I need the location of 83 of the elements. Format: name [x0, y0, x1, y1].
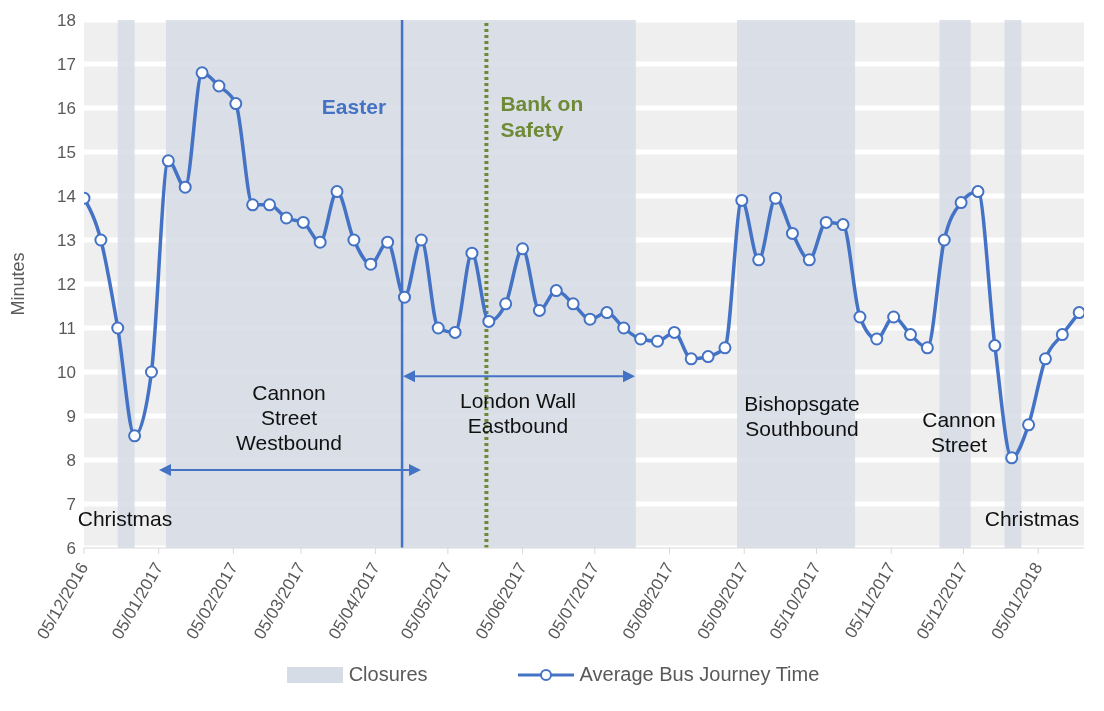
y-tick-label: 14	[57, 187, 76, 207]
point	[684, 352, 698, 366]
point	[971, 185, 985, 199]
point	[1072, 306, 1084, 320]
y-tick-label: 15	[57, 143, 76, 163]
point	[937, 233, 951, 247]
point	[431, 321, 445, 335]
point	[785, 226, 799, 240]
point	[144, 365, 158, 379]
annotation: Cannon Street Westbound	[236, 380, 342, 454]
point	[752, 253, 766, 267]
y-tick-label: 18	[57, 11, 76, 31]
point	[364, 257, 378, 271]
point	[111, 321, 125, 335]
point	[246, 198, 260, 212]
point	[1022, 418, 1036, 432]
y-tick-label: 13	[57, 231, 76, 251]
y-tick-label: 8	[66, 451, 76, 471]
point	[347, 233, 361, 247]
point	[465, 246, 479, 260]
y-tick-label: 16	[57, 99, 76, 119]
point	[988, 339, 1002, 353]
y-axis-title: Minutes	[8, 252, 29, 316]
annotation: Christmas	[77, 506, 173, 530]
point	[263, 198, 277, 212]
point	[161, 154, 175, 168]
point	[128, 429, 142, 443]
point	[482, 314, 496, 328]
point	[397, 290, 411, 304]
point	[330, 185, 344, 199]
point	[853, 310, 867, 324]
annotation: Bishopsgate Southbound	[744, 391, 860, 440]
point	[381, 235, 395, 249]
point	[617, 321, 631, 335]
point	[836, 218, 850, 232]
point	[600, 306, 614, 320]
point	[583, 312, 597, 326]
point	[735, 193, 749, 207]
point	[516, 242, 530, 256]
point	[313, 235, 327, 249]
point	[279, 211, 293, 225]
point	[1055, 328, 1069, 342]
y-tick-label: 7	[66, 495, 76, 515]
point	[870, 332, 884, 346]
point	[718, 341, 732, 355]
point	[802, 253, 816, 267]
point	[634, 332, 648, 346]
point	[178, 180, 192, 194]
y-tick-label: 12	[57, 275, 76, 295]
point	[819, 215, 833, 229]
point	[532, 303, 546, 317]
point	[701, 350, 715, 364]
point	[195, 66, 209, 80]
point	[212, 79, 226, 93]
point	[769, 191, 783, 205]
point	[499, 297, 513, 311]
annotation: Christmas	[984, 506, 1080, 530]
point	[1005, 451, 1019, 465]
y-tick-label: 11	[58, 319, 76, 339]
point	[566, 297, 580, 311]
point	[920, 341, 934, 355]
annotation: Cannon Street	[922, 407, 996, 456]
point	[296, 215, 310, 229]
ref-line-label: Bank on Safety	[500, 91, 584, 141]
point	[549, 284, 563, 298]
point	[1038, 352, 1052, 366]
y-tick-label: 17	[57, 55, 76, 75]
y-tick-label: 9	[66, 407, 76, 427]
point	[954, 196, 968, 210]
ref-line-label: Easter	[321, 94, 387, 118]
point	[414, 233, 428, 247]
point	[887, 310, 901, 324]
point	[667, 325, 681, 339]
annotation: London Wall Eastbound	[460, 388, 576, 437]
point	[650, 334, 664, 348]
y-tick-label: 6	[66, 539, 76, 559]
point	[448, 325, 462, 339]
legend-label: Average Bus Journey Time	[579, 663, 820, 686]
legend-label: Closures	[348, 663, 428, 686]
y-tick-label: 10	[57, 363, 76, 383]
point	[94, 233, 108, 247]
point	[904, 328, 918, 342]
point	[229, 97, 243, 111]
